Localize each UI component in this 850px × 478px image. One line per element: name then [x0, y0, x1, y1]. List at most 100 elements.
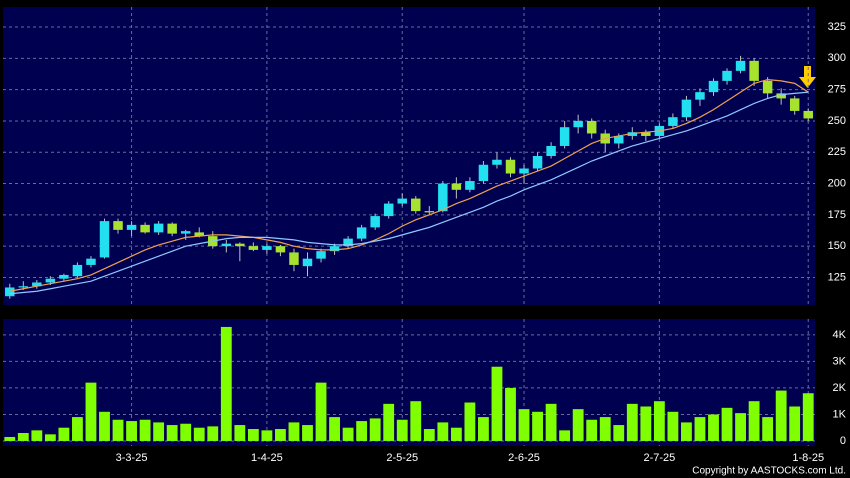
volume-bar — [735, 413, 746, 441]
volume-bar — [599, 417, 611, 441]
candle-body — [45, 278, 56, 283]
candle-body — [735, 60, 746, 71]
y-tick-label: 200 — [828, 177, 846, 189]
volume-bar — [139, 419, 151, 441]
candle-body — [356, 227, 367, 239]
candle-body — [221, 243, 232, 247]
moving-average — [9, 91, 809, 295]
candle-body — [126, 224, 137, 230]
y-tick-label: 1K — [833, 408, 847, 420]
volume-bar — [667, 411, 679, 441]
candle-body — [72, 264, 83, 277]
volume-bar — [762, 417, 774, 441]
candle-body — [59, 274, 69, 279]
candle-body — [627, 132, 638, 136]
candle-body — [370, 216, 380, 228]
y-tick-label: 3K — [833, 355, 847, 367]
moving-average — [9, 79, 809, 292]
volume-bar — [626, 403, 638, 441]
y-tick-label: 150 — [828, 240, 846, 252]
candle-body — [18, 286, 29, 288]
x-tick-label: 3-3-25 — [116, 452, 148, 464]
volume-bar — [613, 425, 625, 441]
candle-body — [586, 120, 597, 134]
candle-body — [438, 183, 448, 212]
y-tick-label: 0 — [840, 435, 846, 447]
volume-bar — [85, 382, 97, 441]
candle-body — [681, 99, 692, 118]
volume-bar — [44, 434, 56, 441]
volume-bar — [302, 425, 313, 441]
volume-bar — [99, 411, 110, 441]
candle-body — [641, 132, 651, 136]
volume-bar — [17, 433, 29, 441]
volume-bar — [329, 417, 340, 441]
candle-body — [140, 224, 150, 233]
volume-bar — [694, 417, 706, 441]
y-tick-label: 300 — [828, 52, 846, 64]
volume-bar — [586, 419, 598, 441]
candle-body — [695, 92, 705, 100]
volume-bar — [288, 422, 300, 441]
volume-bar — [342, 427, 354, 441]
volume-bar — [653, 401, 665, 441]
volume-bar — [383, 403, 395, 441]
volume-bar — [207, 426, 219, 441]
candle-body — [235, 243, 245, 247]
candle-body — [32, 282, 42, 287]
candle-body — [546, 145, 556, 156]
volume-bar — [234, 425, 246, 441]
candle-body — [465, 181, 475, 190]
volume-bar — [275, 429, 286, 441]
volume-bar — [802, 393, 814, 441]
candle-body — [532, 156, 543, 169]
candle-body — [776, 93, 786, 99]
x-tick-label: 1-8-25 — [792, 452, 824, 464]
y-tick-label: 125 — [828, 271, 846, 283]
volume-bar — [193, 427, 205, 441]
candle-body — [5, 287, 15, 297]
candle-body — [478, 164, 489, 182]
candle-body — [113, 221, 123, 230]
candle-body — [316, 251, 326, 259]
volume-bar — [464, 402, 476, 441]
x-tick-label: 2-7-25 — [643, 452, 675, 464]
candle-body — [329, 246, 340, 252]
candle-body — [762, 80, 773, 94]
volume-panel — [3, 319, 815, 446]
volume-bar — [640, 406, 652, 441]
candle-body — [614, 135, 624, 144]
candle-body — [789, 98, 800, 111]
volume-bar — [396, 419, 408, 441]
x-tick-label: 2-5-25 — [386, 452, 418, 464]
volume-bar — [518, 409, 530, 441]
volume-bar — [247, 429, 259, 441]
candle-body — [424, 211, 435, 213]
volume-bar — [478, 417, 489, 441]
volume-bar — [423, 429, 435, 441]
volume-bar — [112, 419, 124, 441]
y-tick-label: 325 — [828, 21, 846, 33]
volume-bar — [559, 430, 571, 441]
volume-bar — [180, 423, 192, 441]
candle-body — [99, 221, 110, 258]
candle-body — [749, 60, 759, 81]
arrow — [799, 66, 816, 88]
candle-body — [519, 168, 529, 174]
candle-body — [411, 198, 421, 212]
volume-bar — [437, 422, 449, 441]
candle-body — [803, 110, 813, 119]
volume-bar — [410, 401, 422, 441]
copyright: Copyright by AASTOCKS.com Ltd. — [692, 466, 846, 477]
volume-bar — [572, 409, 584, 441]
volume-bar — [450, 427, 462, 441]
volume-bar — [721, 407, 733, 441]
candle-body — [180, 231, 191, 234]
volume-bar — [491, 366, 503, 441]
candle-body — [492, 159, 502, 165]
volume-bar — [166, 425, 178, 441]
volume-bar — [72, 417, 83, 441]
candle-body — [262, 246, 272, 250]
volume-bar — [31, 430, 43, 441]
y-tick-label: 275 — [828, 84, 846, 96]
